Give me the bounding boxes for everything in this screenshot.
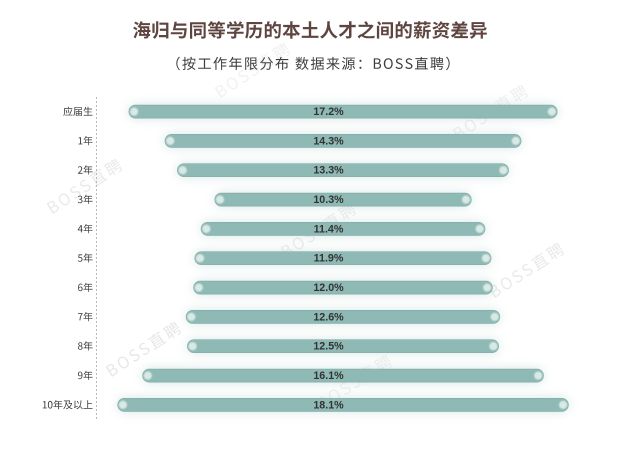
svg-text:10.3%: 10.3% <box>313 194 344 206</box>
svg-text:11.4%: 11.4% <box>314 223 344 235</box>
svg-text:12.0%: 12.0% <box>313 282 344 294</box>
svg-text:12.6%: 12.6% <box>313 311 344 323</box>
svg-text:13.3%: 13.3% <box>313 165 344 177</box>
svg-text:18.1%: 18.1% <box>313 399 344 411</box>
svg-text:14.3%: 14.3% <box>313 135 344 147</box>
svg-text:16.1%: 16.1% <box>313 370 344 382</box>
svg-text:11.9%: 11.9% <box>314 253 344 265</box>
svg-text:12.5%: 12.5% <box>313 341 344 353</box>
svg-text:17.2%: 17.2% <box>313 106 344 118</box>
